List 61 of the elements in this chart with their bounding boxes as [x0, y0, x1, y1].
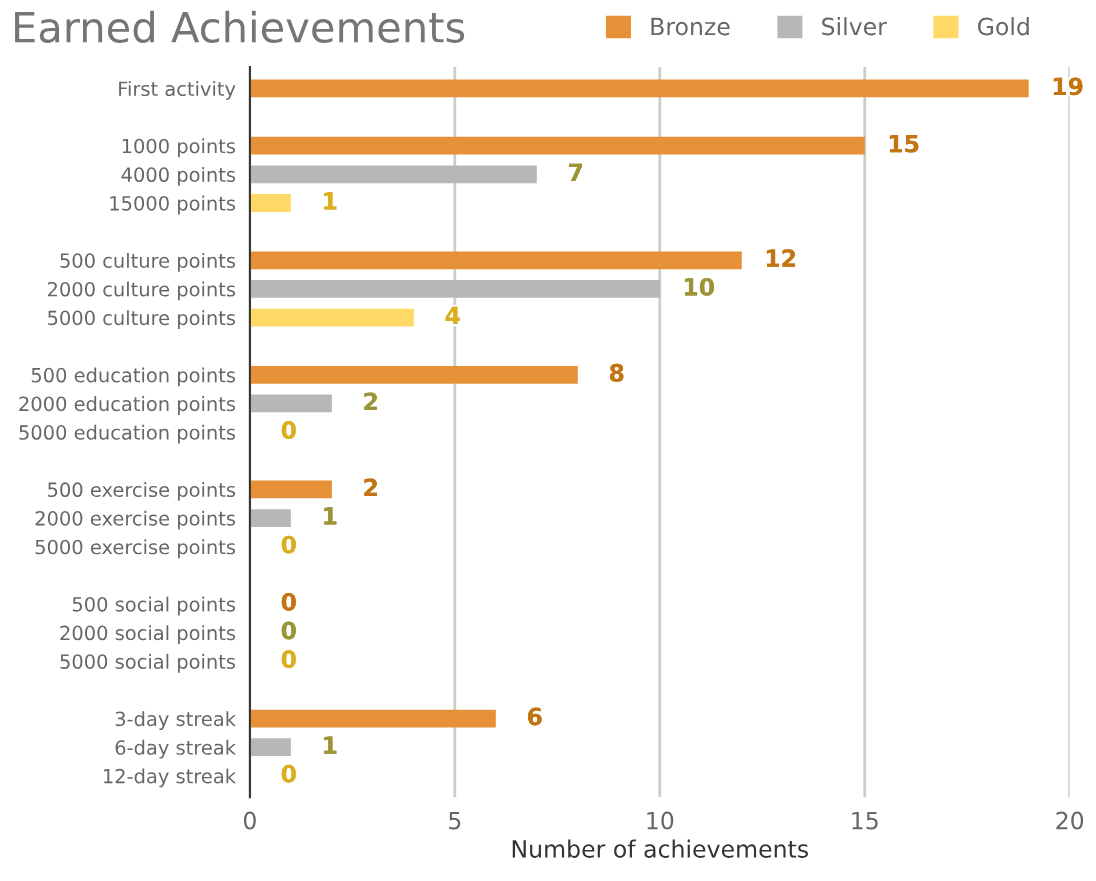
x-tick-label: 5 [449, 811, 461, 830]
x-tick-label: 10 [647, 811, 674, 830]
legend-label: Bronze [651, 17, 730, 36]
bar [249, 79, 1029, 98]
y-tick-label: 2000 social points [60, 625, 236, 645]
data-label: 1 [324, 192, 337, 210]
data-label: 2 [364, 478, 377, 496]
data-label: 6 [527, 707, 542, 726]
data-label: 0 [281, 421, 296, 439]
y-tick-label: 6-day streak [115, 739, 236, 759]
data-label: 15 [889, 135, 919, 153]
x-tick-label: 0 [243, 811, 256, 830]
legend-label: Gold [977, 17, 1029, 36]
y-tick-label: 5000 education points [19, 424, 236, 444]
y-tick-label: 5000 social points [60, 653, 236, 673]
data-label: 0 [281, 764, 296, 783]
y-tick-label: 2000 exercise points [35, 510, 236, 530]
y-tick-label: 1000 points [122, 138, 236, 158]
bar [249, 251, 742, 270]
data-label: 0 [281, 535, 296, 554]
bar [249, 165, 537, 184]
bar [249, 194, 291, 212]
data-label: 19 [1053, 77, 1083, 96]
data-label: 1 [324, 507, 337, 525]
data-label: 12 [766, 249, 796, 267]
y-tick-label: 500 social points [72, 596, 236, 616]
legend-label: Silver [822, 17, 887, 36]
bar [249, 509, 291, 527]
y-tick-label: 2000 education points [19, 396, 236, 415]
y-tick-label: 5000 culture points [48, 310, 236, 329]
x-axis-title: Number of achievements [512, 839, 808, 858]
data-label: 7 [569, 163, 583, 181]
data-label: 1 [324, 736, 337, 754]
y-tick-label: 4000 points [121, 166, 236, 186]
y-tick-label: 5000 exercise points [35, 539, 236, 559]
x-tick-label: 20 [1056, 811, 1084, 830]
x-tick-label: 15 [852, 811, 878, 830]
bar [249, 308, 414, 327]
y-tick-label: 500 exercise points [48, 482, 236, 501]
bar [249, 709, 496, 728]
data-label: 0 [281, 621, 296, 640]
bar [249, 365, 578, 384]
data-label: 4 [445, 306, 460, 325]
y-tick-label: 15000 points [110, 195, 236, 215]
bar [249, 738, 291, 757]
data-label: 0 [281, 650, 296, 669]
bar [249, 280, 660, 298]
bar [249, 480, 332, 499]
y-tick-label: 500 education points [31, 367, 236, 387]
y-tick-label: 2000 culture points [47, 281, 236, 301]
data-label: 8 [609, 363, 624, 382]
data-label: 10 [684, 277, 714, 296]
data-label: 0 [281, 592, 296, 611]
y-tick-label: 12-day streak [103, 768, 236, 788]
data-label: 2 [364, 392, 377, 410]
y-tick-label: 500 culture points [60, 252, 236, 272]
y-tick-label: First activity [119, 81, 236, 100]
chart-title: Earned Achievements [15, 10, 465, 43]
y-tick-label: 3-day streak [115, 711, 236, 730]
bar [249, 136, 865, 155]
bar [249, 394, 332, 413]
